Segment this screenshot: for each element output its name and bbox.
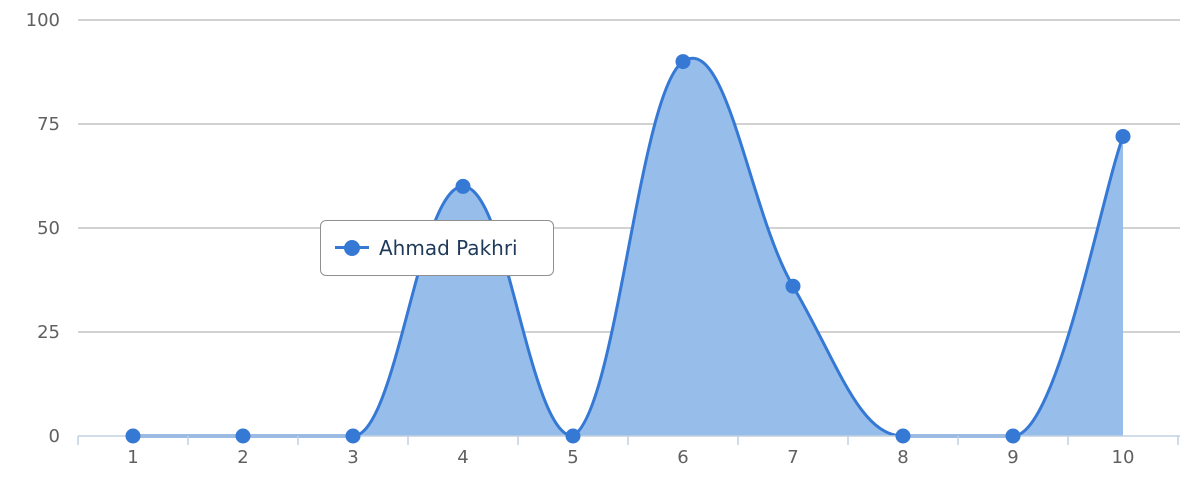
data-point-10[interactable] [1115,128,1131,144]
x-tick-label: 3 [347,447,358,468]
data-point-6[interactable] [675,54,691,70]
x-tick-label: 5 [567,447,578,468]
legend[interactable]: Ahmad Pakhri [320,220,554,276]
data-point-1[interactable] [125,428,141,444]
x-tick-label: 2 [237,447,248,468]
data-point-8[interactable] [895,428,911,444]
data-point-3[interactable] [345,428,361,444]
y-tick-label: 75 [37,114,60,135]
y-tick-label: 50 [37,218,60,239]
data-point-5[interactable] [565,428,581,444]
data-point-9[interactable] [1005,428,1021,444]
x-axis [77,435,1180,445]
series-area-layer [133,58,1123,437]
x-tick-label: 4 [457,447,468,468]
data-point-4[interactable] [455,178,471,194]
series-area [133,58,1123,437]
data-points [125,54,1131,444]
y-axis-tick-labels: 0 25 50 75 100 [26,10,60,447]
x-tick-label: 1 [127,447,138,468]
legend-dot [344,240,360,256]
x-tick-label: 7 [787,447,798,468]
legend-series-label: Ahmad Pakhri [379,236,518,260]
y-tick-label: 0 [49,426,60,447]
legend-series-marker-icon [335,238,369,258]
x-axis-tick-labels: 1 2 3 4 5 6 7 8 9 10 [127,447,1134,468]
x-tick-label: 8 [897,447,908,468]
x-tick-label: 9 [1007,447,1018,468]
x-tick-label: 6 [677,447,688,468]
y-tick-label: 100 [26,10,60,31]
y-tick-label: 25 [37,322,60,343]
x-tick-label: 10 [1112,447,1135,468]
data-point-7[interactable] [785,278,801,294]
data-point-2[interactable] [235,428,251,444]
